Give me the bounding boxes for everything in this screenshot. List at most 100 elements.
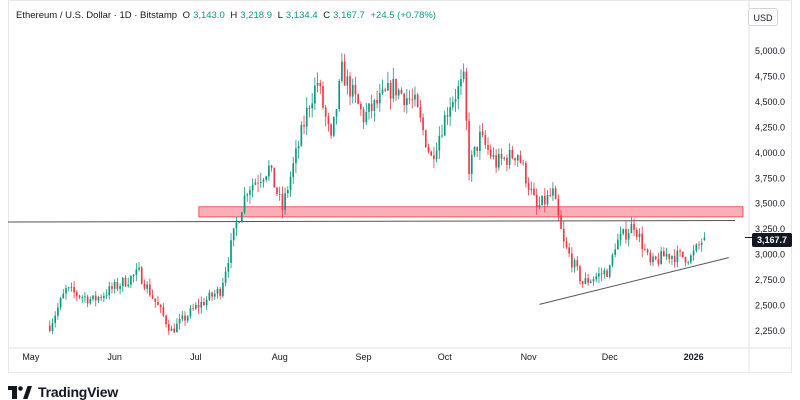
open-label: O — [182, 10, 191, 21]
candle-body — [135, 269, 138, 275]
candle-body — [576, 260, 579, 267]
candle-body — [497, 153, 500, 168]
candle-body — [286, 189, 289, 194]
candle-body — [78, 295, 81, 298]
x-tick-label: Sep — [356, 352, 372, 362]
candle-body — [130, 276, 132, 285]
candle-body — [165, 315, 167, 325]
candle-body — [614, 249, 616, 255]
brand-logo[interactable]: TradingView — [8, 384, 118, 400]
last-price-tag: 3,167.7 — [752, 233, 792, 247]
candle-body — [441, 135, 443, 137]
x-tick-label: Nov — [521, 352, 538, 362]
candle-body — [400, 89, 403, 94]
candle-body — [641, 233, 644, 250]
candle-body — [638, 233, 641, 237]
candle-body — [159, 305, 162, 308]
candle-body — [324, 107, 327, 117]
candle-body — [663, 251, 665, 257]
candle-body — [506, 157, 508, 165]
candle-body — [406, 98, 408, 105]
candle-body — [443, 115, 446, 136]
candle-body — [525, 162, 527, 184]
horizontal-level-line — [7, 219, 736, 223]
candle-body — [259, 181, 262, 183]
candle-body — [695, 244, 698, 251]
candle-body — [305, 107, 308, 127]
candle-body — [587, 278, 589, 283]
chart-frame — [8, 0, 792, 373]
candle-body — [449, 107, 451, 117]
candle-body — [571, 253, 573, 268]
candle-body — [519, 155, 522, 163]
candle-body — [657, 259, 660, 264]
candle-body — [48, 325, 51, 331]
candle-body — [692, 250, 695, 256]
candle-body — [103, 295, 105, 299]
candle-body — [673, 256, 676, 263]
x-tick-label: May — [22, 352, 40, 362]
candle-body — [65, 287, 67, 294]
candle-body — [51, 322, 54, 331]
candle-body — [181, 315, 184, 319]
candle-body — [671, 256, 673, 259]
candle-body — [635, 229, 638, 237]
candle-body — [154, 298, 157, 302]
candle-body — [581, 281, 584, 284]
candle-body — [370, 103, 373, 111]
candle-body — [216, 288, 219, 294]
candle-body — [149, 284, 151, 296]
candle-body — [116, 281, 119, 289]
candle-body — [387, 82, 389, 91]
candle-body — [562, 228, 565, 242]
candle-body — [600, 273, 603, 275]
candle-body — [332, 116, 335, 136]
candle-body — [462, 71, 465, 79]
candle-body — [289, 176, 292, 190]
candle-body — [178, 318, 181, 324]
currency-button[interactable]: USD — [748, 8, 778, 26]
candle-body — [589, 281, 592, 283]
candle-body — [430, 151, 433, 156]
candle-body — [565, 241, 568, 248]
candle-body — [227, 262, 230, 272]
candle-body — [140, 267, 143, 284]
brand-name: TradingView — [38, 384, 119, 400]
candle-body — [549, 195, 552, 196]
candle-body — [687, 262, 690, 264]
candle-body — [644, 249, 646, 251]
candle-body — [676, 250, 679, 263]
candle-body — [360, 103, 362, 110]
candle-body — [224, 271, 227, 283]
candle-body — [568, 247, 570, 254]
candle-body — [281, 193, 284, 210]
candle-body — [249, 190, 251, 195]
candle-body — [546, 195, 549, 205]
candle-body — [105, 295, 108, 297]
candle-body — [690, 255, 692, 263]
candle-body — [500, 153, 503, 159]
candle-body — [681, 251, 684, 258]
candle-body — [397, 89, 400, 96]
candle-body — [335, 109, 338, 117]
candle-body — [322, 86, 324, 108]
candle-body — [381, 89, 384, 94]
candle-body — [219, 288, 222, 296]
symbol-title[interactable]: Ethereum / U.S. Dollar · 1D · Bitstamp — [16, 10, 178, 21]
candle-body — [284, 193, 286, 210]
candle-body — [81, 297, 84, 298]
candle-body — [395, 78, 397, 96]
candle-body — [262, 179, 265, 182]
candle-body — [698, 244, 700, 246]
candle-body — [435, 150, 438, 160]
tradingview-logo-icon — [8, 385, 32, 399]
y-tick-label: 3,500.0 — [755, 199, 785, 209]
candle-body — [203, 302, 205, 306]
change-value: +24.5 (+0.78%) — [370, 10, 436, 21]
candle-body — [468, 120, 470, 175]
candle-body — [487, 144, 489, 150]
candle-body — [652, 256, 654, 263]
candle-body — [100, 296, 102, 299]
candle-body — [619, 233, 622, 240]
